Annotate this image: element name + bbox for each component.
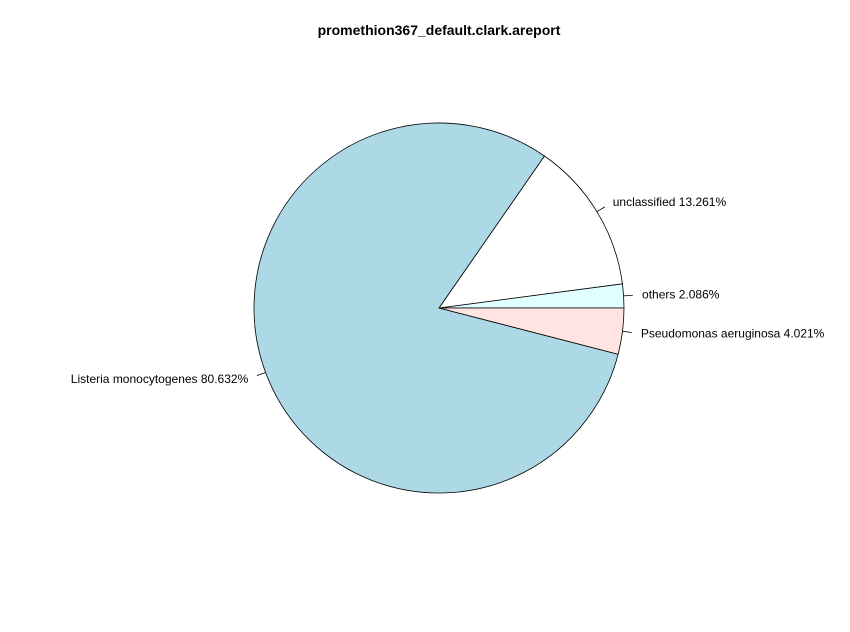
pie-slice-listeria-monocytogenes [253, 122, 619, 494]
pie-slice-pseudomonas-aeruginosa [438, 307, 625, 355]
leader-line-pseudomonas-aeruginosa [622, 330, 632, 333]
chart-title: promethion367_default.clark.areport [318, 22, 561, 38]
leader-line-unclassified [596, 206, 606, 213]
leader-line-others [623, 294, 633, 297]
leader-lines [256, 206, 633, 377]
leader-line-listeria-monocytogenes [256, 372, 266, 377]
slice-label-unclassified: unclassified 13.261% [613, 195, 727, 209]
slice-label-others: others 2.086% [642, 288, 720, 302]
pie-slice-unclassified [438, 155, 623, 309]
slice-label-listeria-monocytogenes: Listeria monocytogenes 80.632% [71, 372, 249, 386]
slice-label-pseudomonas-aeruginosa: Pseudomonas aeruginosa 4.021% [641, 327, 825, 341]
slice-labels: others 2.086% unclassified 13.261% Listeri… [71, 195, 825, 386]
pie-slices [253, 122, 625, 494]
